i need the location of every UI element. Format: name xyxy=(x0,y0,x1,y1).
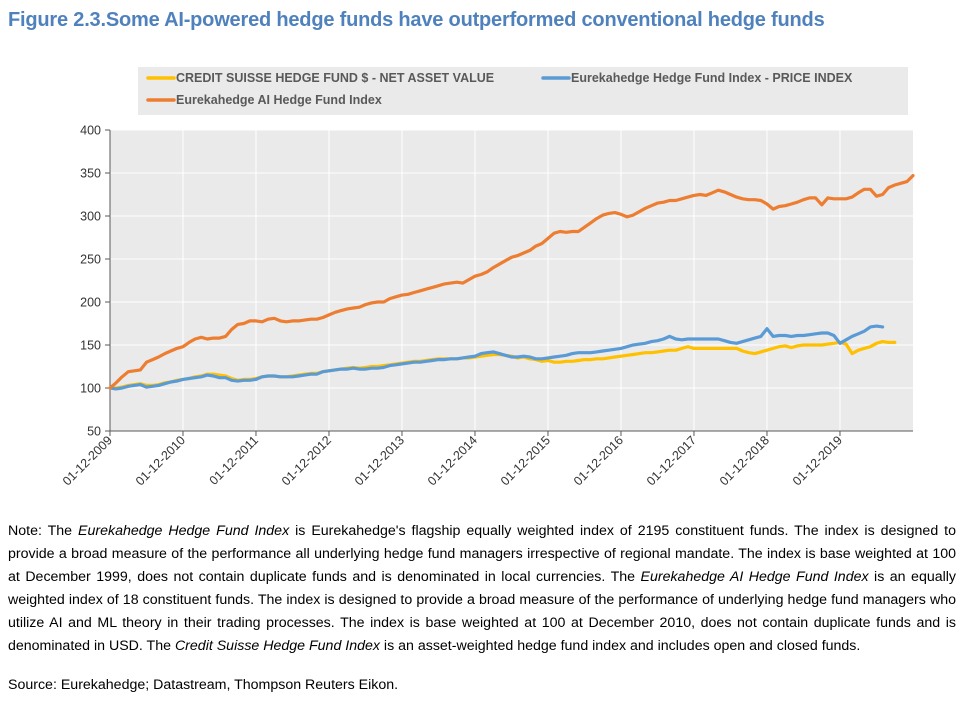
x-tick-label: 01-12-2018 xyxy=(717,433,772,488)
y-tick-label: 300 xyxy=(80,210,101,224)
y-tick-label: 100 xyxy=(80,382,101,396)
note-text-3: is an equally weighted index of 18 const… xyxy=(8,569,957,654)
series-line-3 xyxy=(108,174,915,390)
x-tick-label: 01-12-2013 xyxy=(352,433,407,488)
x-tick-label: 01-12-2019 xyxy=(790,433,845,488)
note-text-2: is Eurekahedge's flagship equally weight… xyxy=(8,523,956,585)
chart-note: Note: The Eurekahedge Hedge Fund Index i… xyxy=(8,520,956,658)
legend-background xyxy=(138,67,908,115)
y-tick-label: 400 xyxy=(80,124,101,138)
x-tick-label: 01-12-2009 xyxy=(60,433,115,488)
x-tick-label: 01-12-2014 xyxy=(425,433,480,488)
y-tick-label: 250 xyxy=(80,253,101,267)
x-tick-label: 01-12-2016 xyxy=(571,433,626,488)
note-index-name-1: Eurekahedge Hedge Fund Index xyxy=(78,523,290,539)
legend-label: Eurekahedge AI Hedge Fund Index xyxy=(176,93,382,107)
series-lines xyxy=(108,174,915,391)
x-tick-label: 01-12-2011 xyxy=(207,433,261,487)
y-tick-label: 50 xyxy=(87,425,101,439)
legend: CREDIT SUISSE HEDGE FUND $ - NET ASSET V… xyxy=(146,71,853,107)
x-tick-label: 01-12-2017 xyxy=(644,433,699,488)
x-tick-label: 01-12-2010 xyxy=(133,433,188,488)
y-tick-label: 350 xyxy=(80,167,101,181)
x-tick-label: 01-12-2015 xyxy=(498,433,553,488)
y-tick-label: 150 xyxy=(80,339,101,353)
plot-background xyxy=(110,130,913,431)
line-chart: 50 100 150 200 250 300 350 400 01-12-2009 01-12-2… xyxy=(60,67,915,488)
series-line-2 xyxy=(108,324,885,391)
note-text-4: is an asset-weighted hedge fund index an… xyxy=(379,638,861,654)
note-text-1: Note: The xyxy=(8,523,79,539)
legend-label: CREDIT SUISSE HEDGE FUND $ - NET ASSET V… xyxy=(176,71,494,85)
legend-label: Eurekahedge Hedge Fund Index - PRICE IND… xyxy=(571,71,853,85)
source-line: Source: Eurekahedge; Datastream, Thompso… xyxy=(8,677,399,693)
figure-title: Figure 2.3.Some AI-powered hedge funds h… xyxy=(8,9,825,31)
note-index-name-2: Eurekahedge AI Hedge Fund Index xyxy=(640,569,869,585)
x-tick-label: 01-12-2012 xyxy=(279,433,334,488)
y-tick-label: 200 xyxy=(80,296,101,310)
note-index-name-3: Credit Suisse Hedge Fund Index xyxy=(174,638,380,654)
